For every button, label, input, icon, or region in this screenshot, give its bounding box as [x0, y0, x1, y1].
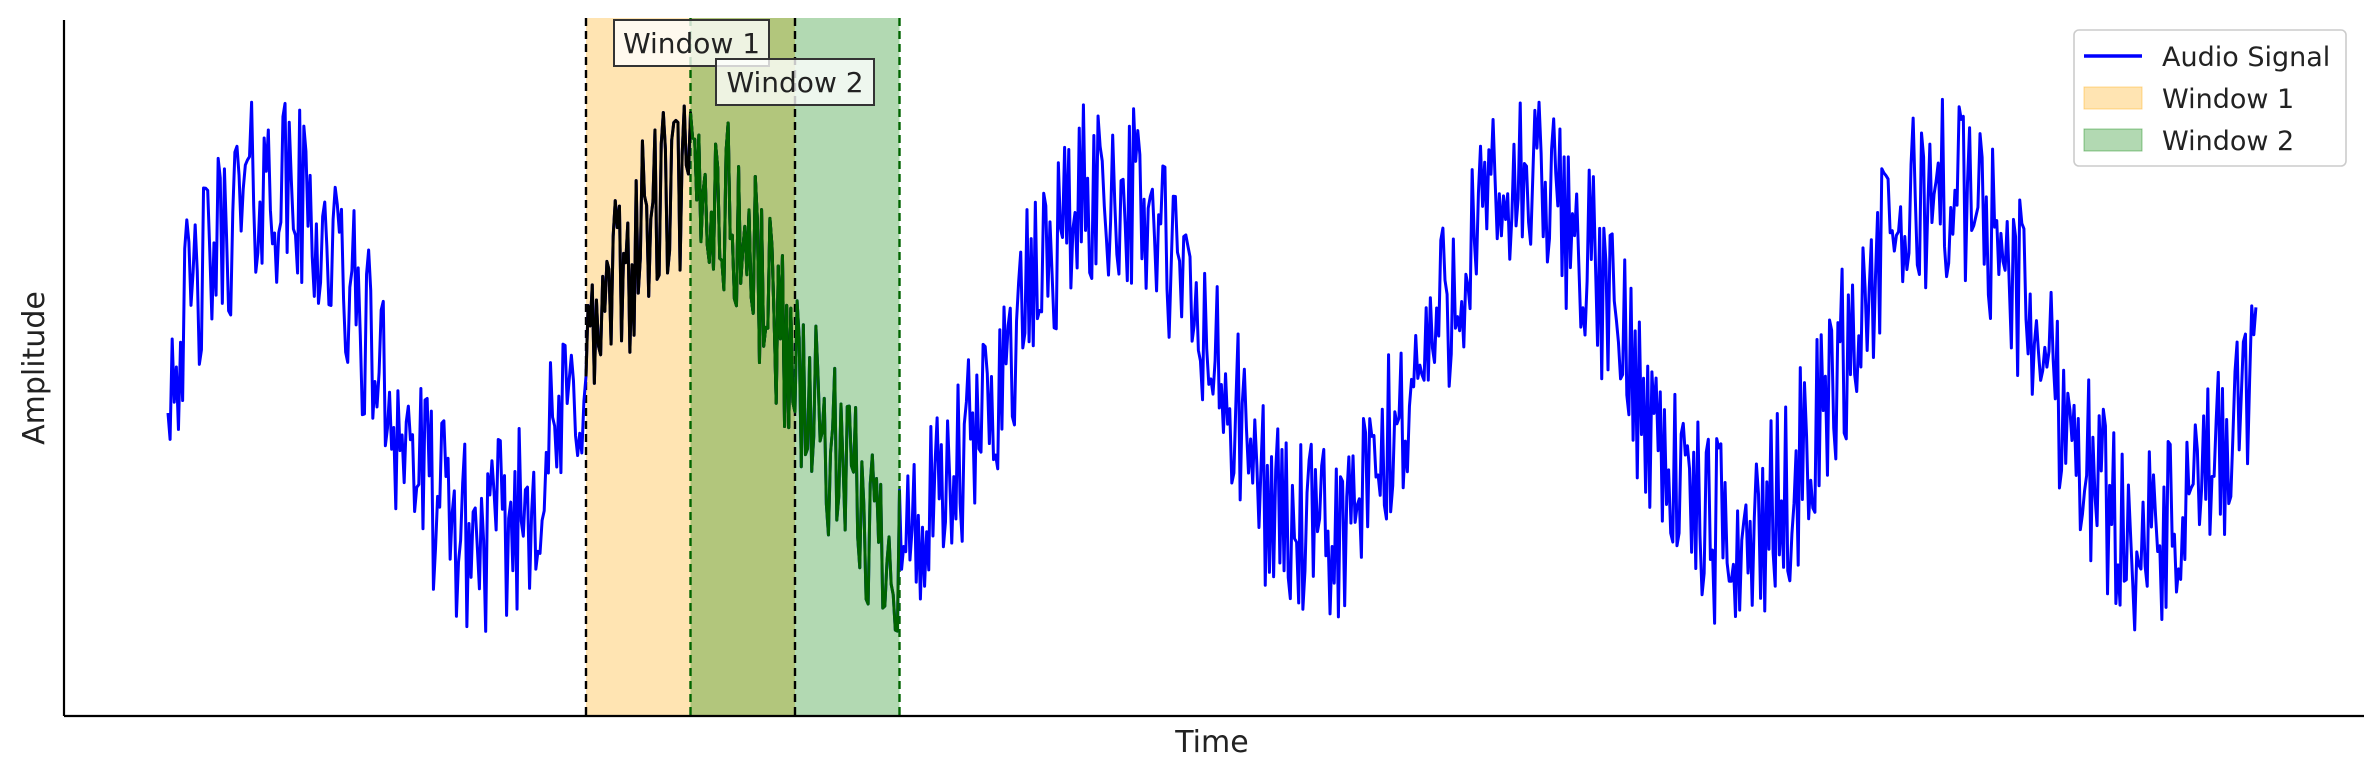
window-2-label: Window 2 — [726, 66, 863, 99]
window-2-label-box — [715, 58, 875, 106]
y-axis-label: Amplitude — [17, 291, 52, 445]
legend: Audio Signal Window 1 Window 2 — [2073, 29, 2347, 167]
window-label-layer: Window 1 Window 2 — [613, 19, 875, 106]
window-layer — [584, 18, 901, 716]
x-axis-label: Time — [1174, 725, 1248, 760]
legend-label-3: Window 2 — [2162, 126, 2294, 157]
legend-marker-window-1 — [2083, 86, 2143, 110]
audio-signal-line — [166, 97, 2258, 633]
window-2-segment — [689, 112, 901, 633]
legend-frame — [2073, 29, 2347, 167]
axes-layer: Time Amplitude — [17, 20, 2364, 760]
line-layer — [166, 97, 2258, 633]
legend-label-1: Audio Signal — [2162, 42, 2330, 73]
legend-marker-window-2 — [2083, 128, 2143, 152]
legend-label-2: Window 1 — [2162, 84, 2294, 115]
window-1-label: Window 1 — [623, 27, 760, 60]
